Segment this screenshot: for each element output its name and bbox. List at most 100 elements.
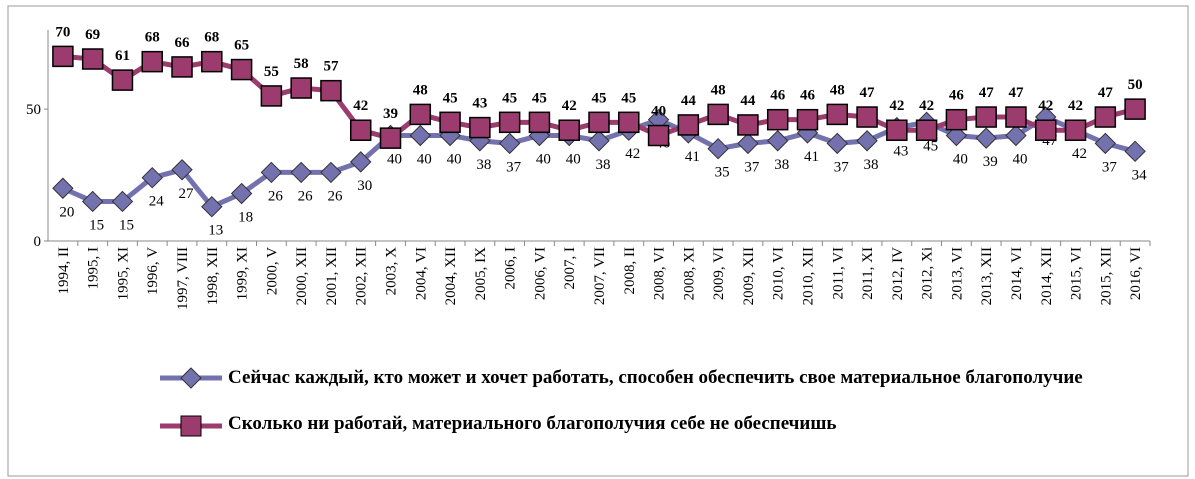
x-tick-label: 2011, VI — [830, 247, 846, 300]
x-tick-label: 2008, VI — [652, 247, 668, 300]
data-label: 15 — [89, 217, 104, 233]
data-label: 40 — [417, 152, 432, 168]
marker — [766, 108, 789, 131]
data-label: 42 — [889, 98, 904, 114]
marker — [945, 108, 968, 131]
data-label: 47 — [1098, 85, 1114, 101]
data-label: 42 — [353, 98, 368, 114]
data-label: 41 — [685, 149, 700, 165]
data-label: 41 — [804, 149, 819, 165]
data-label: 45 — [502, 90, 517, 106]
marker — [350, 151, 372, 173]
x-tick-label: 2015, XII — [1098, 247, 1114, 305]
marker — [588, 111, 610, 134]
legend-label: Сейчас каждый, кто может и хочет работат… — [228, 367, 1083, 388]
marker — [915, 119, 938, 141]
data-label: 37 — [834, 159, 850, 175]
marker — [1124, 140, 1146, 163]
data-label: 48 — [413, 82, 428, 98]
y-tick-label: 0 — [34, 234, 42, 250]
data-label: 55 — [264, 64, 279, 80]
x-tick-label: 2014, XII — [1039, 247, 1055, 305]
x-tick-label: 2009, XII — [741, 247, 757, 305]
marker — [349, 119, 372, 141]
data-label: 37 — [744, 159, 760, 175]
data-label: 44 — [681, 93, 697, 109]
marker — [171, 56, 193, 78]
legend-marker — [180, 415, 202, 437]
x-tick-label: 1995, XI — [115, 247, 131, 300]
marker — [886, 119, 908, 141]
marker — [1124, 98, 1146, 120]
marker — [409, 124, 432, 147]
x-tick-label: 2002, XII — [354, 247, 370, 305]
data-label: 47 — [860, 85, 876, 101]
marker — [171, 159, 193, 181]
marker — [290, 77, 312, 99]
marker — [856, 106, 878, 128]
marker — [677, 114, 700, 136]
marker — [618, 111, 640, 134]
x-tick-label: 1994, II — [56, 247, 72, 295]
x-tick-label: 2011, XI — [860, 247, 876, 300]
data-label: 30 — [357, 178, 372, 194]
data-label: 40 — [387, 152, 402, 168]
data-label: 26 — [327, 188, 343, 204]
data-label: 47 — [1008, 85, 1024, 101]
marker — [1005, 106, 1027, 128]
marker — [975, 127, 997, 149]
marker — [290, 161, 312, 184]
data-label: 13 — [208, 223, 223, 239]
marker — [111, 190, 134, 213]
x-tick-label: 2005, IX — [473, 247, 489, 300]
data-label: 38 — [864, 157, 879, 173]
data-label: 40 — [953, 152, 968, 168]
marker — [52, 177, 74, 199]
data-label: 40 — [536, 152, 551, 168]
data-label: 40 — [1012, 152, 1027, 168]
x-tick-label: 2008, II — [622, 247, 638, 295]
data-label: 39 — [383, 106, 398, 122]
marker — [1005, 124, 1027, 147]
data-label: 69 — [85, 27, 100, 43]
marker — [1064, 119, 1087, 141]
x-tick-label: 2012, IV — [890, 247, 906, 300]
data-label: 40 — [651, 104, 666, 120]
x-tick-label: 2000, XII — [294, 247, 310, 305]
data-label: 37 — [506, 159, 522, 175]
marker — [379, 127, 402, 149]
data-label: 45 — [923, 138, 938, 154]
data-label: 44 — [740, 93, 756, 109]
x-tick-label: 2010, VI — [771, 247, 787, 300]
marker — [528, 111, 551, 134]
data-label: 45 — [592, 90, 607, 106]
data-label: 68 — [204, 30, 219, 46]
marker — [260, 161, 283, 184]
data-label: 58 — [294, 56, 309, 72]
x-tick-label: 1998, XII — [205, 247, 221, 305]
data-label: 45 — [621, 90, 636, 106]
x-tick-label: 2009, VI — [711, 247, 727, 300]
x-tick-label: 2007, VII — [592, 247, 608, 305]
data-label: 46 — [949, 88, 965, 104]
marker — [320, 79, 342, 102]
marker — [141, 166, 163, 189]
marker — [230, 58, 253, 81]
marker — [409, 103, 432, 126]
data-label: 20 — [59, 204, 74, 220]
data-label: 40 — [447, 152, 462, 168]
data-label: 34 — [1132, 167, 1148, 183]
data-label: 39 — [983, 154, 998, 170]
marker — [707, 137, 729, 160]
marker — [469, 116, 491, 139]
data-label: 38 — [596, 157, 611, 173]
data-label: 68 — [145, 30, 160, 46]
x-tick-label: 2001, XII — [324, 247, 340, 305]
x-tick-label: 2014, VI — [1009, 247, 1025, 300]
data-label: 40 — [566, 152, 581, 168]
x-tick-label: 2015, VI — [1069, 247, 1085, 300]
data-label: 43 — [472, 96, 487, 112]
marker — [260, 85, 283, 107]
